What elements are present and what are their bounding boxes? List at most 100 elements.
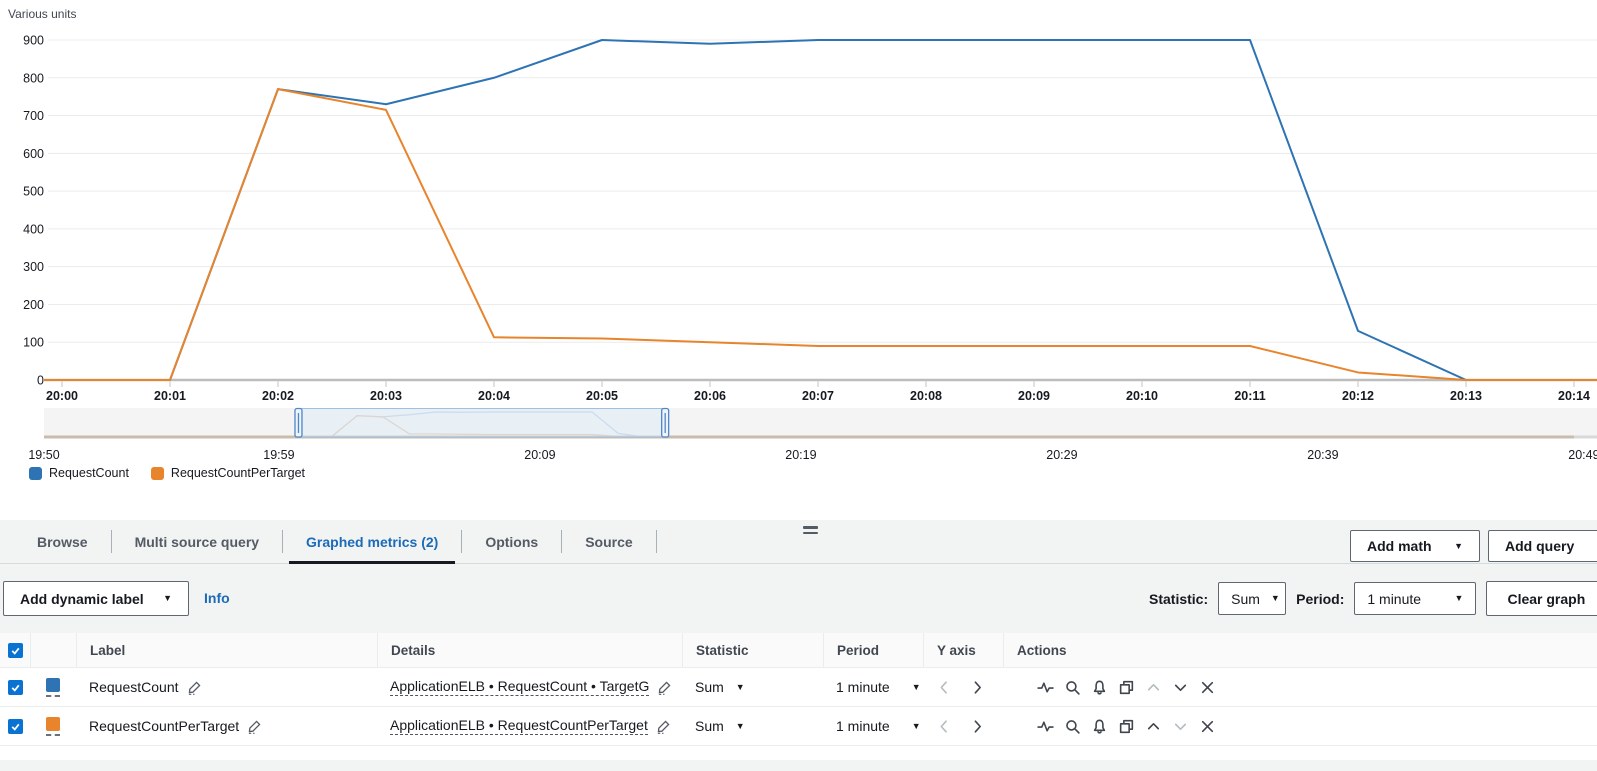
table-row: RequestCountPerTarget ApplicationELB • R…: [0, 707, 1597, 746]
column-header-y-axis: Y axis: [923, 633, 1003, 667]
navigator-band[interactable]: [44, 408, 1597, 437]
alarm-bell-icon[interactable]: [1091, 718, 1108, 735]
legend-label: RequestCount: [49, 466, 129, 480]
series-line-RequestCountPerTarget: [44, 88, 1597, 381]
remove-icon[interactable]: [1199, 718, 1216, 735]
chevron-down-icon: ▼: [1270, 593, 1280, 603]
legend-swatch-orange: [150, 466, 164, 480]
edit-icon[interactable]: [657, 680, 672, 695]
table-header-row: Label Details Statistic Period Y axis Ac…: [0, 633, 1597, 668]
metric-details[interactable]: ApplicationELB • RequestCountPerTarget: [390, 717, 648, 735]
chevron-down-icon: ▼: [1454, 540, 1463, 551]
x-tick-label: 20:14: [1558, 389, 1590, 403]
navigator-tick-label: 20:29: [1046, 448, 1077, 462]
move-up-icon[interactable]: [1145, 718, 1162, 735]
info-link[interactable]: Info: [204, 590, 230, 606]
navigator-tick-label: 20:39: [1307, 448, 1338, 462]
navigator-tick-label: 20:09: [524, 448, 555, 462]
edit-icon[interactable]: [247, 719, 262, 734]
move-down-icon[interactable]: [1172, 679, 1189, 696]
check-icon: [11, 723, 19, 731]
legend-label: RequestCountPerTarget: [170, 466, 306, 480]
edit-icon[interactable]: [656, 719, 671, 734]
period-label: Period:: [1296, 590, 1345, 607]
x-tick-label: 20:12: [1342, 389, 1374, 403]
add-query-button[interactable]: Add query▼: [1488, 530, 1597, 562]
legend-swatch-blue: [29, 466, 42, 480]
duplicate-icon[interactable]: [1118, 679, 1135, 696]
tab-source[interactable]: Source: [585, 533, 633, 550]
statistic-dropdown[interactable]: Sum ▼: [695, 679, 745, 695]
remove-icon[interactable]: [1199, 679, 1216, 696]
add-math-button[interactable]: Add math ▼: [1350, 530, 1480, 562]
x-tick-label: 20:13: [1450, 389, 1482, 403]
x-tick-label: 20:02: [262, 389, 294, 403]
graph-this-metric-icon[interactable]: [1037, 718, 1054, 735]
clear-graph-button[interactable]: Clear graph: [1486, 581, 1597, 616]
metric-details[interactable]: ApplicationELB • RequestCount • TargetG: [390, 678, 650, 696]
row-checkbox[interactable]: [7, 718, 23, 734]
graph-this-metric-icon[interactable]: [1037, 679, 1054, 696]
statistic-select[interactable]: Sum ▼: [1218, 582, 1287, 615]
metric-color-swatch[interactable]: [46, 677, 60, 692]
panel-resize-handle[interactable]: [803, 526, 818, 534]
metric-color-swatch[interactable]: [46, 716, 60, 731]
legend-item-requestcount[interactable]: RequestCount: [29, 466, 129, 480]
series-lines: [44, 39, 1597, 381]
x-tick-label: 20:11: [1234, 389, 1265, 403]
tab-divider: [461, 530, 463, 553]
period-select[interactable]: 1 minute ▼: [1354, 582, 1477, 615]
tab-browse[interactable]: Browse: [37, 533, 88, 550]
y-axis-right-icon[interactable]: [969, 718, 986, 735]
row-checkbox[interactable]: [7, 679, 23, 695]
navigator-tick-label: 20:49: [1568, 448, 1597, 462]
tab-graphed-metrics[interactable]: Graphed metrics (2): [283, 520, 461, 564]
y-axis-left-icon[interactable]: [936, 718, 953, 735]
metrics-toolbar: Add dynamic label ▼ Info Statistic: Sum ▼ …: [0, 564, 1597, 633]
chevron-down-icon: ▼: [735, 681, 745, 692]
column-header-actions: Actions: [1003, 633, 1597, 667]
move-up-icon[interactable]: [1145, 679, 1162, 696]
metric-label: RequestCountPerTarget: [89, 718, 240, 734]
toolbar-right-controls: Statistic: Sum ▼ Period: 1 minute ▼ Clear …: [1149, 581, 1597, 616]
period-dropdown[interactable]: 1 minute ▼: [836, 718, 921, 734]
duplicate-icon[interactable]: [1118, 718, 1135, 735]
x-tick-label: 20:04: [478, 389, 510, 403]
edit-icon[interactable]: [187, 680, 202, 695]
x-tick-label: 20:03: [370, 389, 402, 403]
y-tick-label: 100: [23, 336, 44, 350]
tab-options[interactable]: Options: [485, 533, 539, 550]
period-dropdown[interactable]: 1 minute ▼: [836, 679, 921, 695]
x-tick-label: 20:09: [1018, 389, 1050, 403]
y-tick-label: 900: [23, 34, 44, 48]
tab-divider: [282, 530, 284, 553]
tab-divider: [110, 530, 112, 553]
chevron-down-icon: ▼: [911, 720, 921, 731]
alarm-bell-icon[interactable]: [1091, 679, 1108, 696]
y-axis-left-icon[interactable]: [936, 679, 953, 696]
move-down-icon[interactable]: [1172, 718, 1189, 735]
swatch-underline: [46, 733, 60, 736]
chevron-down-icon: ▼: [163, 593, 172, 603]
column-header-label: Label: [76, 633, 377, 667]
y-axis-unit-label: Various units: [8, 7, 76, 21]
statistic-label: Statistic:: [1149, 590, 1209, 607]
column-header-statistic: Statistic: [682, 633, 823, 667]
navigator-selection[interactable]: [297, 408, 666, 438]
tab-multi-source-query[interactable]: Multi source query: [134, 533, 260, 550]
table-row: RequestCount ApplicationELB • RequestCou…: [0, 668, 1597, 707]
y-axis-right-icon[interactable]: [969, 679, 986, 696]
x-tick-label: 20:08: [910, 389, 942, 403]
y-tick-label: 800: [23, 71, 44, 85]
search-icon[interactable]: [1064, 679, 1081, 696]
graphed-metrics-table: Label Details Statistic Period Y axis Ac…: [0, 633, 1597, 760]
select-all-checkbox[interactable]: [7, 642, 23, 658]
add-dynamic-label-button[interactable]: Add dynamic label ▼: [3, 581, 189, 616]
x-tick-label: 20:00: [46, 389, 78, 403]
legend-item-requestcountpertarget[interactable]: RequestCountPerTarget: [150, 466, 306, 480]
tab-divider: [655, 530, 657, 553]
search-icon[interactable]: [1064, 718, 1081, 735]
metrics-chart: Various units 0 100 200 300 400 500 600 700 800 9…: [8, 7, 1597, 462]
statistic-dropdown[interactable]: Sum ▼: [695, 718, 745, 734]
column-header-details: Details: [377, 633, 682, 667]
